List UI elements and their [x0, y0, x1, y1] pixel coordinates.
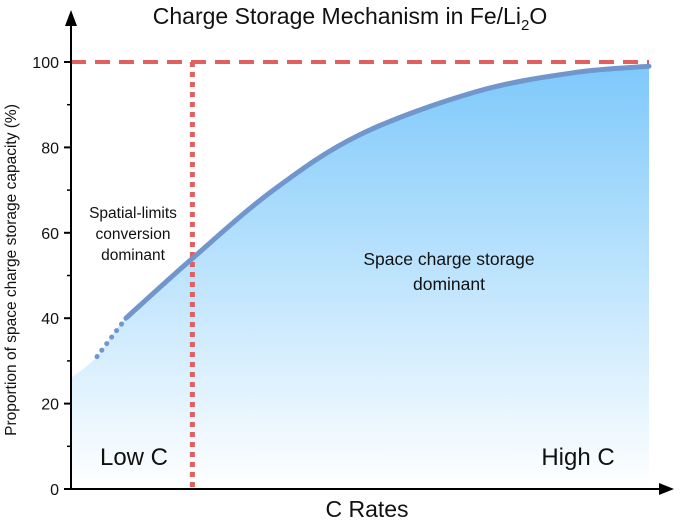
- y-tick-label-60: 60: [41, 226, 59, 243]
- y-axis-label: Proportion of space charge storage capac…: [3, 104, 20, 436]
- y-tick-label-80: 80: [41, 140, 59, 157]
- y-ticks: 0 20 40 60 80 100: [32, 55, 71, 499]
- x-axis-arrow: [659, 483, 674, 495]
- y-tick-label-40: 40: [41, 311, 59, 328]
- area-fill: [71, 66, 649, 490]
- annotation-space-line1: Space charge storage: [363, 249, 534, 269]
- y-axis-arrow: [65, 10, 77, 26]
- curve-solid-segment: [123, 63, 652, 321]
- y-tick-label-20: 20: [41, 397, 59, 414]
- annotation-space-line2: dominant: [413, 274, 485, 294]
- annotation-low-c: Low C: [100, 444, 168, 471]
- x-axis-label: C Rates: [325, 496, 408, 522]
- annotation-spatial-line3: dominant: [101, 247, 165, 264]
- annotation-spatial-line2: conversion: [96, 226, 171, 243]
- annotation-high-c: High C: [541, 444, 614, 471]
- y-tick-label-100: 100: [32, 55, 59, 72]
- annotation-spatial-line1: Spatial-limits: [89, 205, 177, 222]
- curve-dotted-segment: [94, 315, 129, 360]
- y-tick-label-0: 0: [50, 482, 59, 499]
- chart-title: Charge Storage Mechanism in Fe/Li2O: [153, 3, 547, 34]
